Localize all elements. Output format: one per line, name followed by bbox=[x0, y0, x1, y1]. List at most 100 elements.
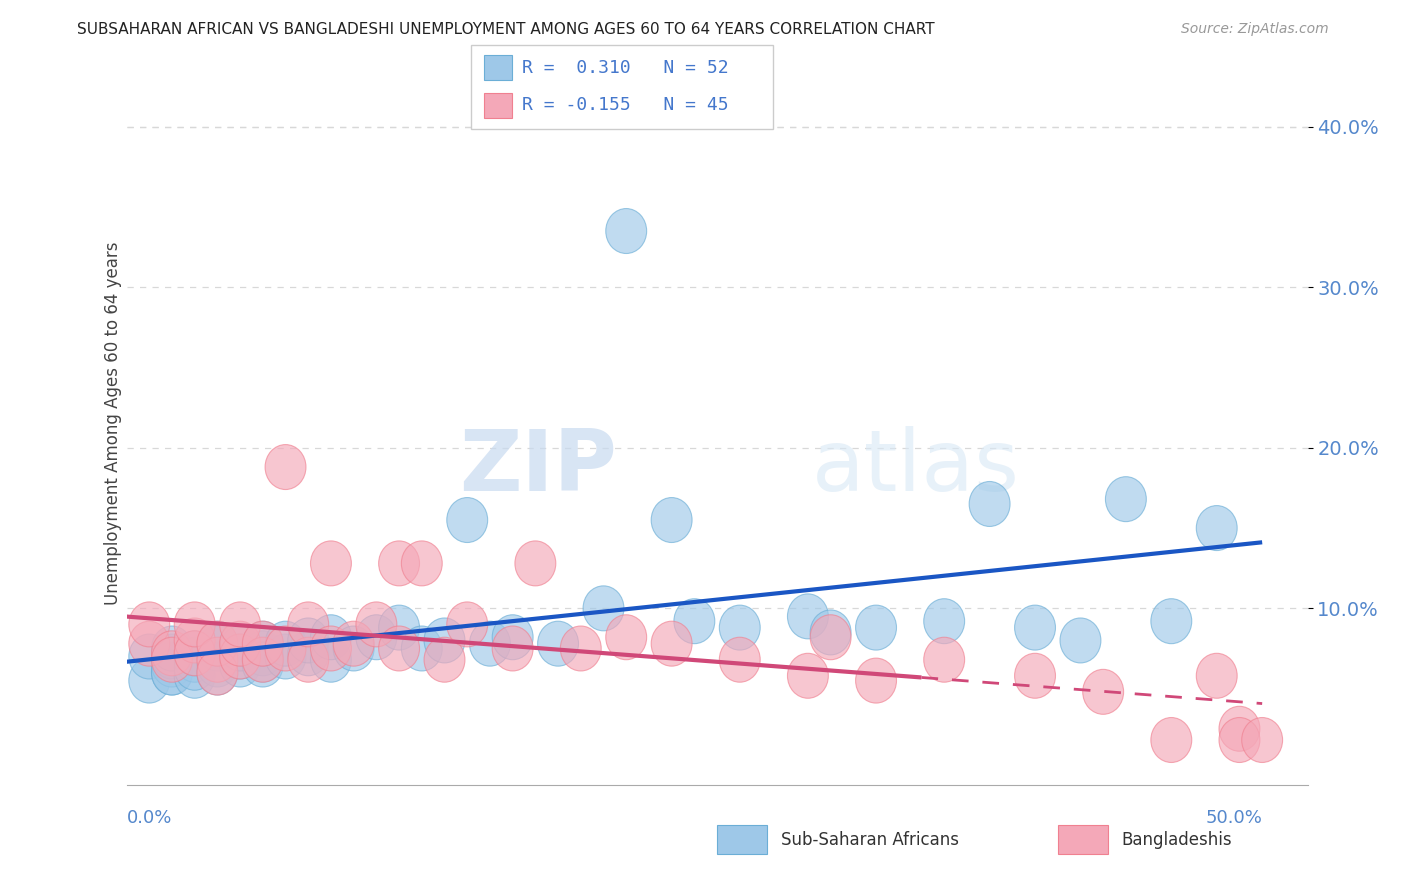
Ellipse shape bbox=[856, 658, 897, 703]
Text: atlas: atlas bbox=[811, 425, 1019, 508]
Ellipse shape bbox=[197, 621, 238, 666]
Ellipse shape bbox=[561, 626, 602, 671]
Ellipse shape bbox=[492, 626, 533, 671]
Ellipse shape bbox=[242, 621, 283, 666]
Ellipse shape bbox=[174, 637, 215, 682]
Ellipse shape bbox=[288, 618, 329, 663]
Ellipse shape bbox=[266, 444, 307, 490]
Ellipse shape bbox=[152, 626, 193, 671]
Text: R = -0.155   N = 45: R = -0.155 N = 45 bbox=[522, 96, 728, 114]
Ellipse shape bbox=[720, 637, 761, 682]
Ellipse shape bbox=[856, 605, 897, 650]
Ellipse shape bbox=[787, 653, 828, 698]
Ellipse shape bbox=[651, 498, 692, 542]
Ellipse shape bbox=[197, 626, 238, 671]
Ellipse shape bbox=[333, 626, 374, 671]
Ellipse shape bbox=[447, 602, 488, 647]
Ellipse shape bbox=[401, 626, 443, 671]
Ellipse shape bbox=[356, 615, 396, 660]
Ellipse shape bbox=[242, 642, 283, 687]
Ellipse shape bbox=[242, 621, 283, 666]
Ellipse shape bbox=[810, 610, 851, 655]
Ellipse shape bbox=[1197, 653, 1237, 698]
Ellipse shape bbox=[425, 637, 465, 682]
Ellipse shape bbox=[197, 642, 238, 687]
Text: R =  0.310   N = 52: R = 0.310 N = 52 bbox=[522, 59, 728, 77]
Ellipse shape bbox=[333, 621, 374, 666]
Ellipse shape bbox=[129, 634, 170, 679]
Ellipse shape bbox=[492, 615, 533, 660]
Ellipse shape bbox=[447, 498, 488, 542]
Ellipse shape bbox=[311, 615, 352, 660]
Ellipse shape bbox=[356, 602, 396, 647]
Ellipse shape bbox=[720, 605, 761, 650]
Ellipse shape bbox=[219, 626, 260, 671]
Ellipse shape bbox=[537, 621, 578, 666]
Ellipse shape bbox=[219, 634, 260, 679]
Ellipse shape bbox=[924, 599, 965, 644]
Ellipse shape bbox=[288, 631, 329, 676]
Ellipse shape bbox=[174, 653, 215, 698]
Ellipse shape bbox=[152, 650, 193, 695]
Text: ZIP: ZIP bbox=[458, 425, 617, 508]
Ellipse shape bbox=[515, 541, 555, 586]
Ellipse shape bbox=[1015, 653, 1056, 698]
Ellipse shape bbox=[288, 637, 329, 682]
Ellipse shape bbox=[470, 621, 510, 666]
Ellipse shape bbox=[242, 637, 283, 682]
Ellipse shape bbox=[174, 602, 215, 647]
Ellipse shape bbox=[606, 615, 647, 660]
Ellipse shape bbox=[606, 209, 647, 253]
Ellipse shape bbox=[1219, 717, 1260, 763]
Ellipse shape bbox=[174, 645, 215, 690]
Ellipse shape bbox=[810, 615, 851, 660]
FancyBboxPatch shape bbox=[1057, 825, 1108, 854]
Ellipse shape bbox=[787, 594, 828, 639]
Ellipse shape bbox=[1105, 476, 1146, 522]
Ellipse shape bbox=[1197, 506, 1237, 550]
Ellipse shape bbox=[152, 642, 193, 687]
Ellipse shape bbox=[673, 599, 714, 644]
Text: SUBSAHARAN AFRICAN VS BANGLADESHI UNEMPLOYMENT AMONG AGES 60 TO 64 YEARS CORRELA: SUBSAHARAN AFRICAN VS BANGLADESHI UNEMPL… bbox=[77, 22, 935, 37]
Ellipse shape bbox=[1152, 599, 1192, 644]
Ellipse shape bbox=[152, 637, 193, 682]
Ellipse shape bbox=[129, 621, 170, 666]
FancyBboxPatch shape bbox=[717, 825, 768, 854]
Ellipse shape bbox=[219, 642, 260, 687]
Ellipse shape bbox=[174, 631, 215, 676]
Ellipse shape bbox=[197, 637, 238, 682]
Ellipse shape bbox=[266, 626, 307, 671]
Ellipse shape bbox=[1152, 717, 1192, 763]
Ellipse shape bbox=[1083, 669, 1123, 714]
Ellipse shape bbox=[583, 586, 624, 631]
Ellipse shape bbox=[311, 637, 352, 682]
Ellipse shape bbox=[266, 621, 307, 666]
Text: 50.0%: 50.0% bbox=[1205, 809, 1263, 827]
Ellipse shape bbox=[1015, 605, 1056, 650]
Ellipse shape bbox=[1219, 706, 1260, 751]
Ellipse shape bbox=[152, 650, 193, 695]
Ellipse shape bbox=[1241, 717, 1282, 763]
Ellipse shape bbox=[197, 650, 238, 695]
Ellipse shape bbox=[311, 626, 352, 671]
Ellipse shape bbox=[378, 626, 419, 671]
Ellipse shape bbox=[288, 602, 329, 647]
Ellipse shape bbox=[651, 621, 692, 666]
Ellipse shape bbox=[129, 602, 170, 647]
Ellipse shape bbox=[311, 541, 352, 586]
Ellipse shape bbox=[266, 634, 307, 679]
Ellipse shape bbox=[174, 631, 215, 676]
Text: Source: ZipAtlas.com: Source: ZipAtlas.com bbox=[1181, 22, 1329, 37]
Ellipse shape bbox=[219, 621, 260, 666]
Ellipse shape bbox=[242, 631, 283, 676]
Ellipse shape bbox=[1060, 618, 1101, 663]
Ellipse shape bbox=[174, 618, 215, 663]
Ellipse shape bbox=[378, 605, 419, 650]
Ellipse shape bbox=[197, 650, 238, 695]
Text: Sub-Saharan Africans: Sub-Saharan Africans bbox=[780, 830, 959, 848]
Ellipse shape bbox=[129, 658, 170, 703]
Ellipse shape bbox=[378, 541, 419, 586]
Ellipse shape bbox=[924, 637, 965, 682]
Text: Bangladeshis: Bangladeshis bbox=[1122, 830, 1232, 848]
Ellipse shape bbox=[152, 631, 193, 676]
